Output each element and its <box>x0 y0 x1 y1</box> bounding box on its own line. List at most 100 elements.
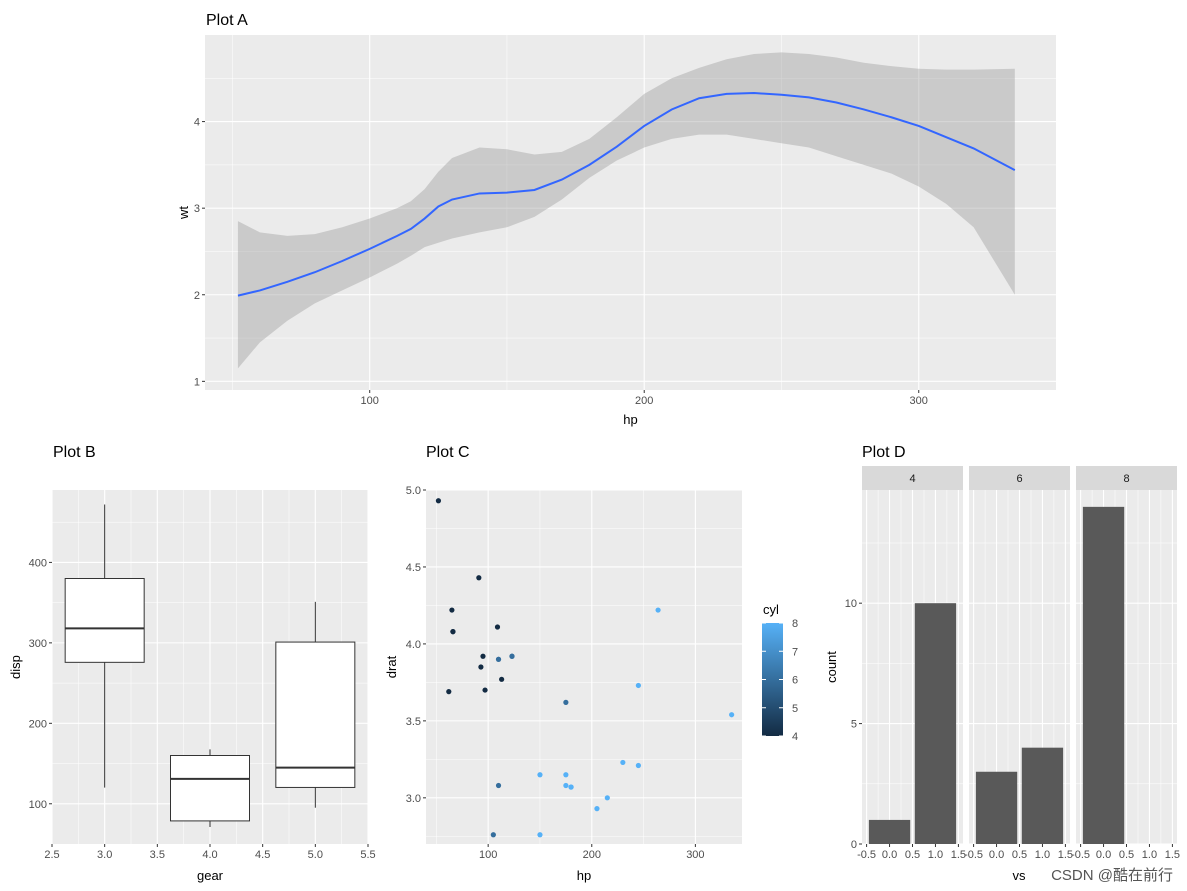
watermark: CSDN @酷在前行 <box>1051 867 1173 884</box>
plot-d-x-tick-label: -0.5 <box>857 849 876 861</box>
plot-c-title: Plot C <box>426 444 470 461</box>
plot-d-bar <box>914 603 957 844</box>
plot-c-point <box>449 607 455 613</box>
plot-c-point <box>490 832 496 838</box>
plot-a-x-tick-label: 200 <box>635 395 653 407</box>
plot-c-legend-label: 7 <box>792 646 798 658</box>
plot-b-y-axis-label: disp <box>8 655 23 679</box>
plot-d-y-tick-label: 5 <box>851 719 857 731</box>
plot-b-box <box>64 578 145 663</box>
plot-c: 100 200 300 3.0 3.5 4.0 4.5 5.0 hp drat Plot C cyl 4… <box>384 444 798 883</box>
plot-d-facet-label: 8 <box>1123 473 1129 485</box>
plot-b-y-tick-label: 100 <box>29 799 47 811</box>
plot-b-x-axis-label: gear <box>197 868 224 883</box>
plot-b-x-tick-label: 4.0 <box>202 849 217 861</box>
plot-c-point <box>446 689 452 695</box>
plot-c-point <box>478 664 484 670</box>
plot-d-bar <box>1082 506 1125 844</box>
plot-c-y-tick-label: 4.0 <box>406 639 421 651</box>
plot-d-facet-label: 6 <box>1016 473 1022 485</box>
plot-d-x-tick-label: 0.5 <box>905 849 920 861</box>
plot-c-point <box>563 782 569 789</box>
plot-b-x-tick-label: 5.5 <box>360 849 375 861</box>
plot-c-y-tick-label: 4.5 <box>406 562 421 574</box>
plot-d-bar <box>1021 747 1064 844</box>
plot-d-facet-strip <box>862 466 963 490</box>
plot-c-point <box>594 806 600 812</box>
plot-d: 4 -0.5 0.0 0.5 1.0 1.5 0 5 10 6 -0.5 0.0 0.5 1.0 1.5 8 -… <box>824 444 1180 883</box>
plot-c-y-tick-label: 3.5 <box>406 716 421 728</box>
plot-c-legend: cyl 4 5 6 7 8 <box>762 602 798 743</box>
plot-b-x-tick-label: 3.0 <box>97 849 112 861</box>
plot-c-legend-title: cyl <box>763 602 779 617</box>
plot-c-y-tick-label: 5.0 <box>406 485 421 497</box>
plot-b-x-tick-label: 4.5 <box>255 849 270 861</box>
plot-d-title: Plot D <box>862 444 906 461</box>
plot-b-box <box>275 641 356 788</box>
plot-c-point <box>499 676 505 682</box>
plot-d-x-tick-label: 0.5 <box>1119 849 1134 861</box>
plot-c-point <box>655 607 661 613</box>
plot-b-x-tick-label: 5.0 <box>308 849 323 861</box>
plot-d-x-tick-label: 0.0 <box>989 849 1004 861</box>
plot-a-x-tick-label: 100 <box>361 395 379 407</box>
plot-c-point <box>494 624 501 630</box>
plot-d-y-tick-label: 10 <box>845 598 857 610</box>
plot-d-x-axis-label: vs <box>1013 868 1027 883</box>
plot-d-y-axis-label: count <box>824 651 839 683</box>
plot-d-x-tick-label: 0.5 <box>1012 849 1027 861</box>
plot-d-bar <box>975 771 1018 844</box>
plot-b-title: Plot B <box>53 444 96 461</box>
plot-d-x-tick-label: -0.5 <box>1071 849 1090 861</box>
plot-c-x-tick-label: 300 <box>686 849 704 861</box>
plot-b-x-tick-label: 2.5 <box>44 849 59 861</box>
plot-c-point <box>476 575 482 581</box>
plot-a-smooth-line <box>237 92 1016 297</box>
plot-a-title: Plot A <box>206 12 248 29</box>
plot-c-panel <box>426 490 742 844</box>
plot-a-confidence-band <box>237 52 1015 369</box>
plot-a-y-tick-label: 1 <box>194 376 200 388</box>
plot-c-point <box>482 687 488 693</box>
plot-c-point <box>563 772 569 778</box>
plot-c-point <box>495 782 502 789</box>
plot-a-y-tick-label: 3 <box>194 203 200 215</box>
plot-c-x-axis-label: hp <box>577 868 591 883</box>
plot-d-x-tick-label: 1.0 <box>1035 849 1050 861</box>
plot-d-x-tick-label: 1.5 <box>951 849 966 861</box>
plot-c-point <box>495 656 502 662</box>
plot-c-legend-label: 5 <box>792 703 798 715</box>
plot-c-legend-label: 6 <box>792 675 798 687</box>
plot-a-panel <box>205 35 1056 390</box>
plot-c-y-axis-label: drat <box>384 655 399 678</box>
plot-c-point <box>635 682 641 689</box>
plot-d-x-tick-label: 0.0 <box>1096 849 1111 861</box>
plot-d-x-tick-label: -0.5 <box>964 849 983 861</box>
plot-d-facet-strip <box>969 466 1070 490</box>
plot-c-point <box>620 759 626 766</box>
plot-d-x-tick-label: 0.0 <box>882 849 897 861</box>
plot-c-point <box>435 498 442 504</box>
plot-d-x-tick-label: 1.0 <box>928 849 943 861</box>
plot-d-y-tick-label: 0 <box>851 839 857 851</box>
plot-c-point <box>729 712 735 718</box>
plot-a-y-tick-label: 4 <box>194 117 200 129</box>
plot-a-y-tick-label: 2 <box>194 290 200 302</box>
plot-d-x-tick-label: 1.0 <box>1142 849 1157 861</box>
plot-d-x-tick-label: 1.5 <box>1058 849 1073 861</box>
plot-b-y-tick-label: 400 <box>29 557 47 569</box>
plot-c-legend-label: 4 <box>792 731 798 743</box>
plot-c-point <box>509 653 515 659</box>
plot-c-y-tick-label: 3.0 <box>406 793 421 805</box>
plot-c-legend-label: 8 <box>792 618 798 630</box>
plot-c-x-tick-label: 100 <box>479 849 497 861</box>
plot-b-y-tick-label: 200 <box>29 718 47 730</box>
plot-c-x-tick-label: 200 <box>583 849 601 861</box>
plot-c-point <box>568 784 574 790</box>
plot-a-x-tick-label: 300 <box>910 395 928 407</box>
plot-b-box <box>170 755 250 822</box>
plot-c-colorbar <box>762 623 783 736</box>
plot-a-x-axis-label: hp <box>623 412 637 427</box>
plot-c-point <box>604 795 610 801</box>
plot-c-point <box>563 699 569 706</box>
